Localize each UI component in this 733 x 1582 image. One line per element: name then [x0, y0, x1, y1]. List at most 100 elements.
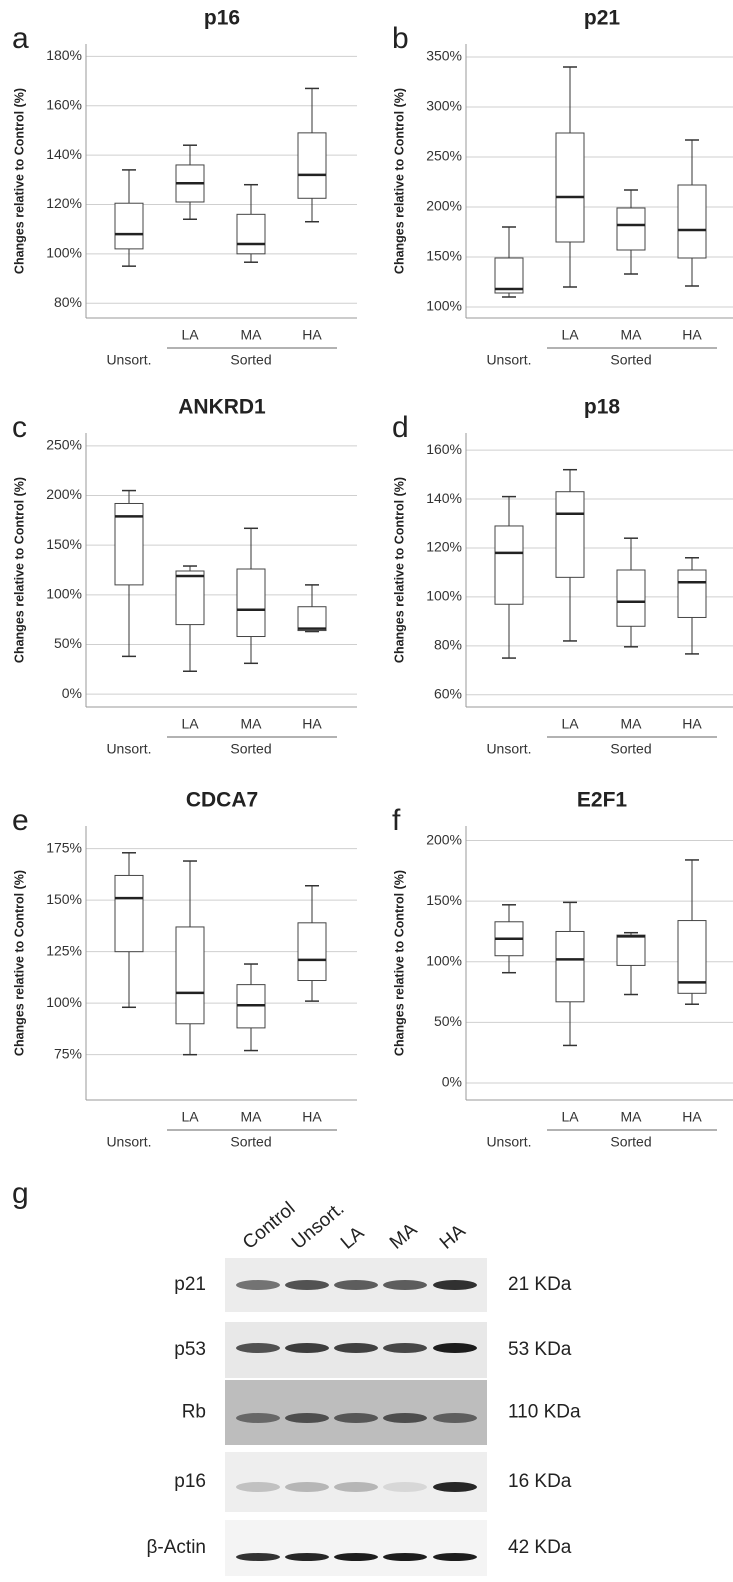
- y-tick-label: 250%: [426, 148, 462, 164]
- box: [556, 492, 584, 578]
- y-axis-label: Changes relative to Control (%): [392, 870, 406, 1056]
- chart-title: p16: [204, 7, 240, 30]
- x-tick-label: Unsort.: [106, 741, 151, 757]
- y-tick-label: 200%: [426, 198, 462, 214]
- x-tick-label: Unsort.: [486, 352, 531, 368]
- blot-band: [285, 1343, 329, 1353]
- x-tick-label: Unsort.: [106, 1134, 151, 1150]
- y-tick-label: 120%: [426, 539, 462, 555]
- x-tick-label: MA: [621, 716, 643, 732]
- blot-band: [433, 1553, 477, 1561]
- box: [115, 875, 143, 951]
- blot-band: [334, 1482, 378, 1492]
- y-tick-label: 160%: [46, 96, 82, 112]
- size-label: 16 KDa: [508, 1471, 572, 1492]
- x-tick-label: HA: [682, 1109, 702, 1125]
- blot-band: [383, 1482, 427, 1492]
- box: [556, 133, 584, 242]
- lane-label: MA: [386, 1219, 422, 1254]
- group-label: Sorted: [230, 352, 271, 368]
- blot-band: [383, 1413, 427, 1423]
- blot-band: [236, 1343, 280, 1353]
- blot-band: [285, 1553, 329, 1561]
- x-tick-label: HA: [302, 327, 322, 343]
- box: [176, 927, 204, 1024]
- y-tick-label: 150%: [426, 248, 462, 264]
- x-tick-label: Unsort.: [106, 352, 151, 368]
- x-tick-label: Unsort.: [486, 741, 531, 757]
- y-tick-label: 125%: [46, 942, 82, 958]
- blot-band: [334, 1280, 378, 1290]
- y-tick-label: 160%: [426, 441, 462, 457]
- y-axis-label: Changes relative to Control (%): [392, 477, 406, 663]
- x-tick-label: Unsort.: [486, 1134, 531, 1150]
- chart-title: p18: [584, 396, 621, 419]
- y-axis-label: Changes relative to Control (%): [12, 870, 26, 1056]
- blot-band: [236, 1482, 280, 1492]
- x-tick-label: LA: [181, 716, 199, 732]
- y-tick-label: 0%: [62, 685, 82, 701]
- x-tick-label: MA: [241, 1109, 263, 1125]
- y-tick-label: 75%: [54, 1045, 82, 1061]
- blot-band: [236, 1553, 280, 1561]
- x-tick-label: LA: [561, 1109, 579, 1125]
- size-label: 53 KDa: [508, 1339, 572, 1360]
- blot-band: [285, 1280, 329, 1290]
- blot-band: [285, 1413, 329, 1423]
- chart-title: E2F1: [577, 789, 628, 812]
- group-label: Sorted: [230, 1134, 271, 1150]
- panel-letter: g: [12, 1177, 29, 1210]
- y-tick-label: 350%: [426, 48, 462, 64]
- y-tick-label: 0%: [442, 1074, 462, 1090]
- group-label: Sorted: [610, 1134, 651, 1150]
- blot-band: [334, 1343, 378, 1353]
- box: [176, 571, 204, 625]
- chart-title: CDCA7: [186, 789, 258, 812]
- y-tick-label: 120%: [46, 195, 82, 211]
- x-tick-label: HA: [302, 1109, 322, 1125]
- blot-strip: [225, 1520, 487, 1576]
- chart-title: ANKRD1: [178, 396, 266, 419]
- group-label: Sorted: [610, 741, 651, 757]
- blot-band: [433, 1280, 477, 1290]
- blot-band: [285, 1482, 329, 1492]
- blot-band: [334, 1553, 378, 1561]
- x-tick-label: HA: [682, 327, 702, 343]
- box: [617, 570, 645, 626]
- x-tick-label: MA: [241, 716, 263, 732]
- y-tick-label: 250%: [46, 437, 82, 453]
- y-axis-label: Changes relative to Control (%): [392, 88, 406, 274]
- box: [237, 569, 265, 637]
- blot-band: [236, 1280, 280, 1290]
- panel-letter: f: [392, 804, 401, 837]
- blot-band: [383, 1553, 427, 1561]
- size-label: 42 KDa: [508, 1537, 572, 1558]
- box: [237, 214, 265, 253]
- x-tick-label: MA: [621, 327, 643, 343]
- chart-title: p21: [584, 7, 621, 30]
- group-label: Sorted: [610, 352, 651, 368]
- x-tick-label: LA: [561, 327, 579, 343]
- box: [678, 570, 706, 617]
- blot-band: [383, 1343, 427, 1353]
- protein-label: β-Actin: [147, 1537, 207, 1558]
- y-tick-label: 200%: [426, 831, 462, 847]
- protein-label: p53: [174, 1339, 206, 1360]
- y-tick-label: 80%: [54, 294, 82, 310]
- box: [556, 931, 584, 1001]
- group-label: Sorted: [230, 741, 271, 757]
- box: [678, 185, 706, 258]
- box: [298, 133, 326, 198]
- blot-strip: [225, 1380, 487, 1445]
- box: [298, 607, 326, 631]
- lane-label: Control: [239, 1198, 299, 1253]
- y-tick-label: 300%: [426, 98, 462, 114]
- x-tick-label: LA: [561, 716, 579, 732]
- y-tick-label: 150%: [46, 891, 82, 907]
- y-tick-label: 50%: [434, 1013, 462, 1029]
- lane-label: Unsort.: [288, 1198, 348, 1253]
- lane-label: LA: [337, 1222, 369, 1253]
- box: [617, 935, 645, 965]
- x-tick-label: HA: [682, 716, 702, 732]
- protein-label: p16: [174, 1471, 206, 1492]
